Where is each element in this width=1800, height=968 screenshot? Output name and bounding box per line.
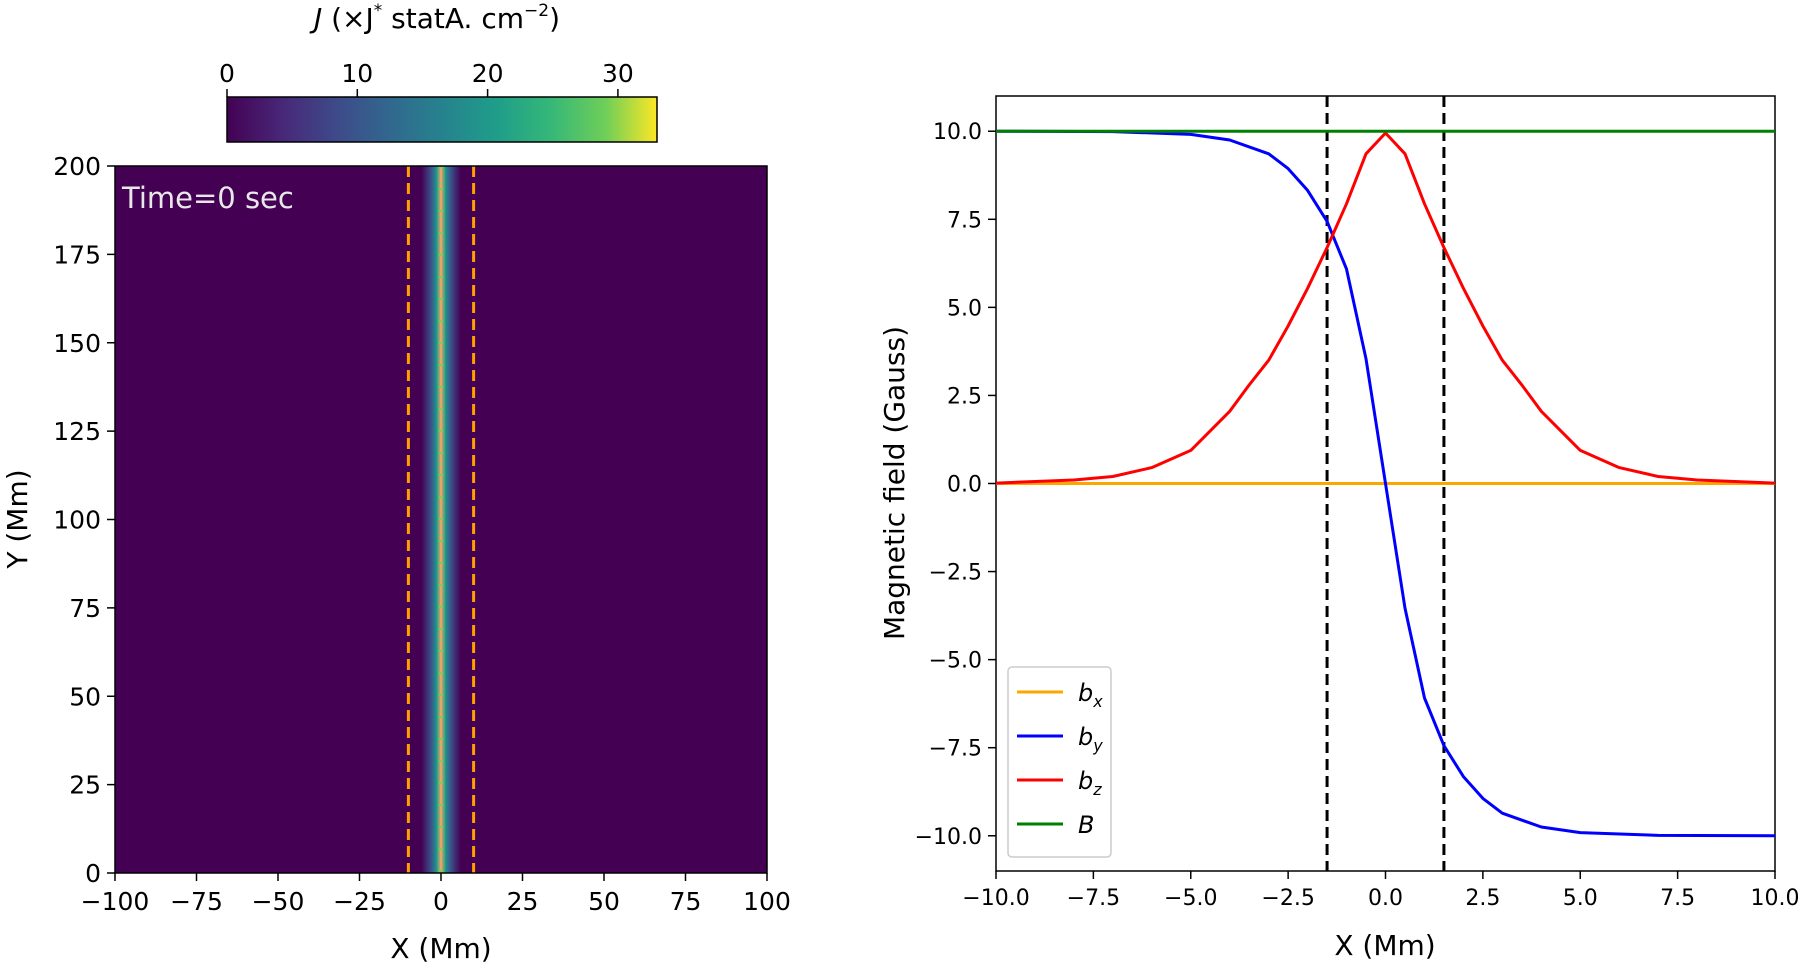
heatmap-y-tick-label: 50 bbox=[69, 682, 101, 711]
legend-entries: bx by bz B bbox=[1017, 679, 1103, 839]
heatmap-x-tick-label: −50 bbox=[252, 887, 305, 916]
line-x-label: X (Mm) bbox=[1334, 929, 1435, 962]
series-line-bz bbox=[996, 131, 1775, 485]
heatmap-y-ticks: 0 25 50 75 100 125 150 175 200 bbox=[53, 152, 115, 888]
colorbar-tick-label: 10 bbox=[341, 59, 373, 88]
heatmap-x-tick-label: 75 bbox=[670, 887, 702, 916]
line-x-tick-label: −2.5 bbox=[1261, 886, 1314, 911]
colorbar-ticks: 0 10 20 30 bbox=[219, 59, 634, 97]
heatmap-y-label: Y (Mm) bbox=[1, 469, 34, 569]
line-x-tick-label: −5.0 bbox=[1164, 886, 1217, 911]
legend-label: B bbox=[1078, 811, 1094, 839]
line-y-label: Magnetic field (Gauss) bbox=[878, 326, 911, 640]
line-y-tick-label: 5.0 bbox=[947, 296, 982, 321]
heatmap-y-tick-label: 175 bbox=[53, 240, 101, 269]
line-y-tick-label: −7.5 bbox=[929, 737, 982, 762]
heatmap-y-tick-label: 25 bbox=[69, 771, 101, 800]
legend-label: bz bbox=[1078, 767, 1102, 799]
heatmap-x-tick-label: −100 bbox=[81, 887, 150, 916]
line-series bbox=[996, 129, 1775, 838]
legend-box bbox=[1007, 666, 1112, 858]
heatmap-x-ticks: −100 −75 −50 −25 0 25 50 75 100 bbox=[81, 873, 791, 916]
line-x-tick-label: 2.5 bbox=[1465, 886, 1500, 911]
heatmap-y-tick-label: 100 bbox=[53, 506, 101, 535]
line-y-tick-label: 2.5 bbox=[947, 384, 982, 409]
line-chart-panel: −10.0 −7.5 −5.0 −2.5 0.0 2.5 5.0 7.5 10.0 −10.0−… bbox=[878, 95, 1799, 962]
heatmap-x-tick-label: 25 bbox=[507, 887, 539, 916]
heatmap-y-tick-label: 75 bbox=[69, 594, 101, 623]
line-y-tick-label: −10.0 bbox=[915, 825, 982, 850]
line-x-tick-label: 10.0 bbox=[1751, 886, 1800, 911]
colorbar-tick-label: 0 bbox=[219, 59, 235, 88]
line-y-tick-label: 7.5 bbox=[947, 208, 982, 233]
heatmap-y-tick-label: 125 bbox=[53, 417, 101, 446]
line-x-tick-label: 7.5 bbox=[1660, 886, 1695, 911]
line-x-tick-label: 0.0 bbox=[1368, 886, 1403, 911]
series-line-by bbox=[996, 129, 1775, 838]
colorbar-tick-label: 30 bbox=[602, 59, 634, 88]
line-x-tick-label: −7.5 bbox=[1067, 886, 1120, 911]
legend-label: by bbox=[1078, 723, 1103, 755]
line-x-tick-label: −10.0 bbox=[962, 886, 1029, 911]
heatmap-x-tick-label: 100 bbox=[743, 887, 791, 916]
heatmap-x-tick-label: 50 bbox=[588, 887, 620, 916]
heatmap-x-tick-label: −25 bbox=[333, 887, 386, 916]
time-annotation: Time=0 sec bbox=[121, 181, 294, 215]
heatmap-y-tick-label: 0 bbox=[85, 859, 101, 888]
heatmap-y-tick-label: 200 bbox=[53, 152, 101, 181]
colorbar-gradient bbox=[226, 96, 658, 143]
legend: bx by bz B bbox=[1007, 666, 1112, 858]
legend-label: bx bbox=[1078, 679, 1103, 711]
heatmap-x-tick-label: −75 bbox=[170, 887, 223, 916]
line-y-tick-label: −2.5 bbox=[929, 561, 982, 586]
heatmap-x-tick-label: 0 bbox=[433, 887, 449, 916]
colorbar: J (×J* statA. cm−2) 0 10 20 30 bbox=[219, 1, 658, 143]
line-x-ticks: −10.0 −7.5 −5.0 −2.5 0.0 2.5 5.0 7.5 10.0 bbox=[962, 871, 1799, 911]
heatmap-x-label: X (Mm) bbox=[390, 932, 491, 965]
line-y-tick-label: 0.0 bbox=[947, 473, 982, 498]
line-x-tick-label: 5.0 bbox=[1563, 886, 1598, 911]
line-y-tick-label: −5.0 bbox=[929, 649, 982, 674]
heatmap-y-tick-label: 150 bbox=[53, 329, 101, 358]
colorbar-label: J (×J* statA. cm−2) bbox=[309, 1, 560, 35]
colorbar-tick-label: 20 bbox=[472, 59, 504, 88]
heatmap-panel: Time=0 sec −100 −75 −50 −25 0 25 50 75 100 0 25 50… bbox=[1, 152, 791, 965]
line-y-tick-label: 10.0 bbox=[933, 120, 982, 145]
line-y-ticks: −10.0 −7.5 −5.0 −2.5 0.0 2.5 5.0 7.5 10.0 bbox=[915, 120, 996, 850]
